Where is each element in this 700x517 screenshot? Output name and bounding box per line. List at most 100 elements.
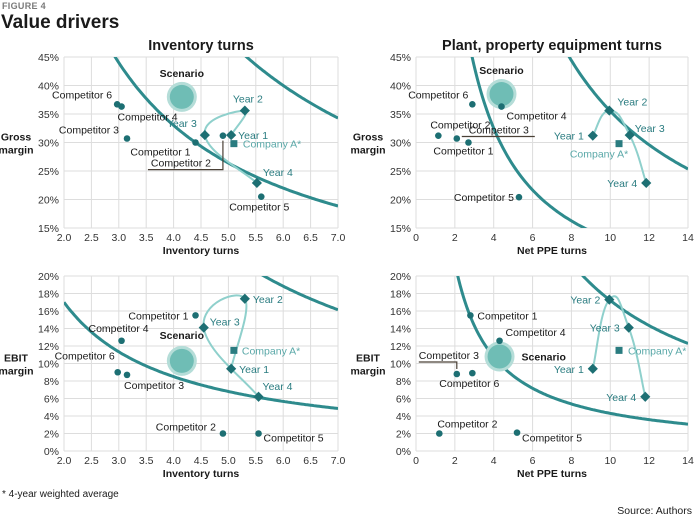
frontier-iso-curve-high xyxy=(581,276,688,345)
point-competitor-4 xyxy=(498,103,505,110)
label-competitor-2: Competitor 2 xyxy=(430,120,490,132)
point-competitor-5 xyxy=(255,430,262,437)
point-competitor-4 xyxy=(496,337,503,345)
x-tick-label: 6.0 xyxy=(276,232,291,244)
label-competitor-1: Competitor 1 xyxy=(130,147,190,159)
frontier-iso-curve-low xyxy=(113,57,338,208)
y-tick-label: 45% xyxy=(390,52,411,64)
y-axis-label: EBIT margin xyxy=(350,353,385,378)
label-competitor-5: Competitor 5 xyxy=(454,192,514,204)
point-competitor-5 xyxy=(513,429,521,436)
label-year-2: Year 2 xyxy=(617,97,647,109)
label-year-4: Year 4 xyxy=(607,178,637,190)
x-tick-label: 3.0 xyxy=(111,455,126,467)
x-tick-label: 14 xyxy=(682,455,694,467)
label-competitor-2: Competitor 2 xyxy=(151,158,211,170)
x-axis-label: Net PPE turns xyxy=(517,245,587,257)
figure-label: FIGURE 4 xyxy=(2,1,46,11)
y-tick-label: 14% xyxy=(38,324,59,336)
panel-title: Plant, property equipment turns xyxy=(442,38,662,54)
company-trajectory xyxy=(203,109,258,184)
x-tick-label: 3.5 xyxy=(139,455,154,467)
y-tick-label: 40% xyxy=(390,81,411,93)
y-tick-label: 18% xyxy=(390,289,411,301)
point-competitor-3 xyxy=(453,135,461,142)
marker-year-1 xyxy=(587,130,598,141)
company-a-average-marker xyxy=(230,346,238,354)
label-competitor-6: Competitor 6 xyxy=(52,89,112,101)
x-tick-label: 2 xyxy=(452,455,458,467)
x-tick-label: 4 xyxy=(491,232,497,244)
scenario-label: Scenario xyxy=(479,65,523,77)
marker-year-4 xyxy=(640,391,651,402)
point-competitor-4 xyxy=(118,337,125,345)
label-year-3: Year 3 xyxy=(590,323,620,335)
company-a-label: Company A* xyxy=(243,139,301,151)
x-tick-label: 8 xyxy=(569,232,575,244)
y-tick-label: 20% xyxy=(390,195,411,207)
label-competitor-4: Competitor 4 xyxy=(88,323,148,335)
x-tick-label: 5.5 xyxy=(248,232,263,244)
panel-title: Inventory turns xyxy=(148,38,254,54)
label-competitor-3: Competitor 3 xyxy=(419,350,479,362)
x-tick-label: 10 xyxy=(604,232,616,244)
marker-year-2 xyxy=(604,294,615,305)
label-competitor-3: Competitor 3 xyxy=(59,125,119,137)
label-year-1: Year 1 xyxy=(238,130,268,142)
y-tick-label: 30% xyxy=(38,138,59,150)
scenario-bubble xyxy=(169,348,194,373)
x-tick-label: 6.5 xyxy=(303,232,318,244)
label-competitor-3: Competitor 3 xyxy=(469,125,529,137)
label-competitor-4: Competitor 4 xyxy=(506,111,566,123)
x-tick-label: 4 xyxy=(491,455,497,467)
x-tick-label: 2.0 xyxy=(57,232,72,244)
x-tick-label: 6 xyxy=(530,232,536,244)
label-competitor-5: Competitor 5 xyxy=(522,433,582,445)
label-year-1: Year 1 xyxy=(554,131,584,143)
leader-line xyxy=(147,140,224,171)
label-competitor-1: Competitor 1 xyxy=(477,310,537,322)
frontier-iso-curve-low xyxy=(64,301,338,410)
point-competitor-6 xyxy=(114,368,122,376)
point-competitor-2 xyxy=(435,132,442,139)
x-tick-label: 6.5 xyxy=(303,455,318,467)
x-tick-label: 2 xyxy=(452,232,458,244)
company-a-label: Company A* xyxy=(628,345,686,357)
y-tick-label: 18% xyxy=(38,289,59,301)
label-competitor-2: Competitor 2 xyxy=(156,422,216,434)
y-tick-label: 16% xyxy=(38,306,59,318)
y-tick-label: 12% xyxy=(390,341,411,353)
y-tick-label: 20% xyxy=(38,271,59,283)
label-year-1: Year 1 xyxy=(554,364,584,376)
x-axis-label: Inventory turns xyxy=(163,245,240,257)
y-tick-label: 20% xyxy=(390,271,411,283)
y-tick-label: 35% xyxy=(390,109,411,121)
y-tick-label: 15% xyxy=(390,223,411,235)
point-competitor-5 xyxy=(257,193,265,200)
point-competitor-1 xyxy=(192,139,199,146)
point-competitor-3 xyxy=(123,135,131,142)
scenario-label: Scenario xyxy=(160,330,204,342)
scenario-bubble xyxy=(487,344,512,369)
label-competitor-1: Competitor 1 xyxy=(128,310,188,322)
panel-inv-gross: 2.0 2.5 3.0 3.5 4.0 4.5 5.0 5.5 6.0 6.5 7.0 15% 20% 2… xyxy=(0,38,345,257)
x-tick-label: 8 xyxy=(569,455,575,467)
y-tick-label: 8% xyxy=(396,376,411,388)
label-competitor-6: Competitor 6 xyxy=(55,350,115,362)
label-year-3: Year 3 xyxy=(635,123,665,135)
y-tick-label: 12% xyxy=(38,341,59,353)
y-tick-label: 35% xyxy=(38,109,59,121)
x-tick-label: 5.0 xyxy=(221,232,236,244)
x-axis-label: Net PPE turns xyxy=(517,468,587,480)
marker-year-3 xyxy=(198,322,209,333)
x-tick-label: 2.5 xyxy=(84,232,99,244)
point-competitor-6 xyxy=(113,101,121,108)
label-year-4: Year 4 xyxy=(606,392,636,404)
x-tick-label: 6 xyxy=(530,455,536,467)
marker-year-1 xyxy=(226,363,237,374)
point-competitor-3 xyxy=(453,370,461,378)
company-a-average-marker xyxy=(615,140,623,148)
x-tick-label: 14 xyxy=(682,232,694,244)
y-axis-label: Gross margin xyxy=(350,132,385,157)
